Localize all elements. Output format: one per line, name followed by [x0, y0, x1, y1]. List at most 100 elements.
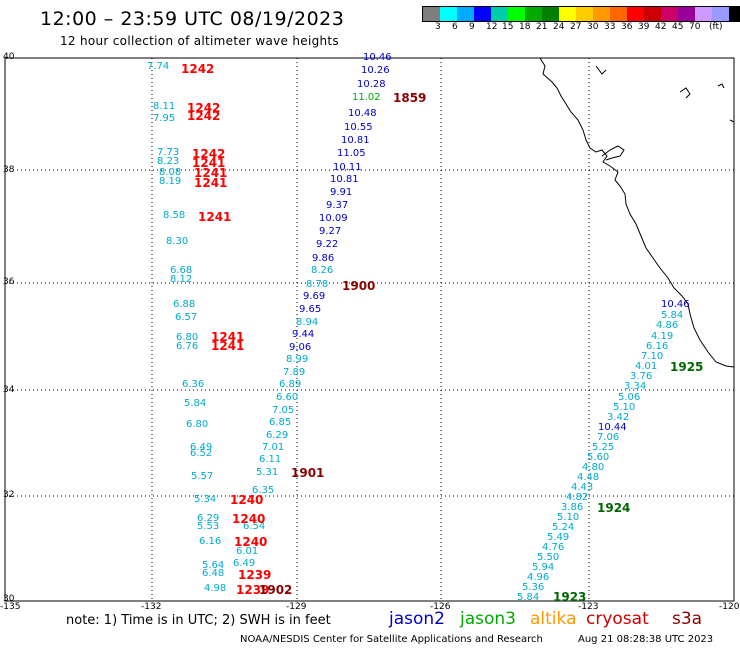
latitude-label: 32 — [3, 490, 15, 500]
wave-height-value: 10.44 — [598, 422, 627, 433]
colorbar-swatch — [644, 7, 661, 21]
wave-height-value: 6.29 — [197, 513, 220, 524]
pass-time-label: 1241 — [192, 156, 226, 170]
wave-height-value: 6.80 — [186, 419, 209, 430]
wave-height-value: 10.46 — [363, 52, 392, 63]
colorbar-swatch — [712, 7, 729, 21]
wave-height-value: 4.48 — [577, 472, 600, 483]
wave-height-value: 7.01 — [262, 442, 285, 453]
latitude-label: 34 — [3, 385, 15, 395]
colorbar-swatch — [423, 7, 440, 21]
wave-height-value: 4.86 — [656, 320, 679, 331]
pass-time-label: 1242 — [187, 101, 221, 115]
wave-height-value: 6.36 — [182, 379, 205, 390]
latitude-label: 30 — [3, 594, 15, 604]
wave-height-value: 4.98 — [204, 583, 227, 594]
wave-height-value: 8.12 — [170, 274, 193, 285]
wave-height-value: 7.05 — [272, 405, 295, 416]
colorbar-label: 70 — [689, 22, 701, 32]
colorbar-label: 15 — [502, 22, 514, 32]
wave-height-value: 5.34 — [194, 494, 217, 505]
pass-time-label: 1902 — [259, 583, 293, 597]
pass-time-label: 1241 — [194, 166, 228, 180]
wave-height-value: 5.84 — [661, 310, 684, 321]
wave-height-value: 8.23 — [157, 156, 180, 167]
pass-time-label: 1924 — [597, 501, 631, 515]
colorbar-swatch — [440, 7, 457, 21]
colorbar-label: 39 — [638, 22, 650, 32]
wave-height-value: 7.89 — [283, 367, 306, 378]
wave-height-value: 7.10 — [641, 351, 664, 362]
wave-height-value: 3.34 — [624, 381, 647, 392]
colorbar-label: (ft) — [709, 22, 723, 32]
colorbar-swatch — [457, 7, 474, 21]
wave-height-value: 9.27 — [319, 226, 342, 237]
wave-height-value: 6.29 — [266, 430, 289, 441]
wave-height-value: 5.10 — [557, 512, 580, 523]
wave-height-value: 5.94 — [532, 562, 555, 573]
pass-time-label: 1240 — [234, 535, 268, 549]
wave-height-value: 7.06 — [597, 432, 620, 443]
wave-height-value: 6.68 — [170, 265, 193, 276]
wave-height-value: 5.25 — [592, 442, 615, 453]
wave-height-value: 3.86 — [561, 502, 584, 513]
wave-height-value: 4.43 — [571, 482, 594, 493]
legend-cryosat: cryosat — [586, 609, 649, 629]
wave-height-value: 5.53 — [197, 521, 220, 532]
wave-height-value: 6.80 — [176, 332, 199, 343]
longitude-label: -135 — [0, 602, 21, 612]
credit-line: NOAA/NESDIS Center for Satellite Applica… — [240, 634, 543, 645]
colorbar-swatch — [525, 7, 542, 21]
wave-height-value: 9.69 — [303, 291, 326, 302]
colorbar-label: 30 — [587, 22, 599, 32]
longitude-label: -120 — [719, 602, 740, 612]
wave-height-value: 5.24 — [552, 522, 575, 533]
wave-height-value: 9.65 — [299, 304, 322, 315]
colorbar-label: 45 — [672, 22, 684, 32]
wave-height-value: 7.73 — [157, 147, 180, 158]
wave-height-value: 5.57 — [191, 471, 214, 482]
wave-height-value: 8.99 — [286, 354, 309, 365]
longitude-label: -126 — [430, 602, 451, 612]
wave-height-value: 9.86 — [312, 253, 335, 264]
wave-height-value: 11.02 — [352, 92, 381, 103]
pass-time-label: 1241 — [211, 339, 245, 353]
legend-altika: altika — [530, 609, 577, 629]
generation-timestamp: Aug 21 08:28:38 UTC 2023 — [578, 634, 714, 645]
colorbar-swatch — [627, 7, 644, 21]
colorbar-swatch — [610, 7, 627, 21]
wave-height-value: 3.76 — [630, 371, 653, 382]
wave-height-value: 10.81 — [330, 174, 359, 185]
pass-time-label: 1241 — [194, 176, 228, 190]
pass-time-label: 1859 — [393, 91, 427, 105]
wave-height-value: 10.28 — [357, 79, 386, 90]
footer-note: note: 1) Time is in UTC; 2) SWH is in fe… — [66, 613, 331, 628]
legend-s3a: s3a — [672, 609, 703, 629]
wave-height-value: 8.30 — [166, 236, 189, 247]
colorbar-label: 42 — [655, 22, 667, 32]
wave-height-value: 10.81 — [341, 135, 370, 146]
wave-height-value: 8.78 — [306, 279, 329, 290]
wave-height-value: 7.95 — [153, 113, 176, 124]
wave-height-value: 10.46 — [661, 299, 690, 310]
wave-height-value: 6.76 — [176, 341, 199, 352]
pass-time-label: 1923 — [553, 590, 587, 604]
pass-time-label: 1242 — [192, 147, 226, 161]
pass-time-label: 1239 — [236, 583, 270, 597]
wave-height-value: 6.49 — [233, 558, 256, 569]
legend-jason3: jason3 — [460, 609, 516, 629]
colorbar-swatch — [729, 7, 740, 21]
pass-time-label: 1240 — [232, 512, 266, 526]
wave-height-value: 6.54 — [243, 521, 266, 532]
wave-height-value: 7.74 — [147, 61, 170, 72]
colorbar-label: 6 — [452, 22, 458, 32]
wave-height-value: 8.11 — [153, 101, 176, 112]
map-border — [4, 57, 735, 602]
colorbar-swatch — [559, 7, 576, 21]
wave-height-value: 9.37 — [326, 200, 349, 211]
graticule — [5, 58, 734, 601]
colorbar-label: 9 — [469, 22, 475, 32]
coastline — [539, 57, 735, 368]
wave-height-value: 8.58 — [163, 210, 186, 221]
